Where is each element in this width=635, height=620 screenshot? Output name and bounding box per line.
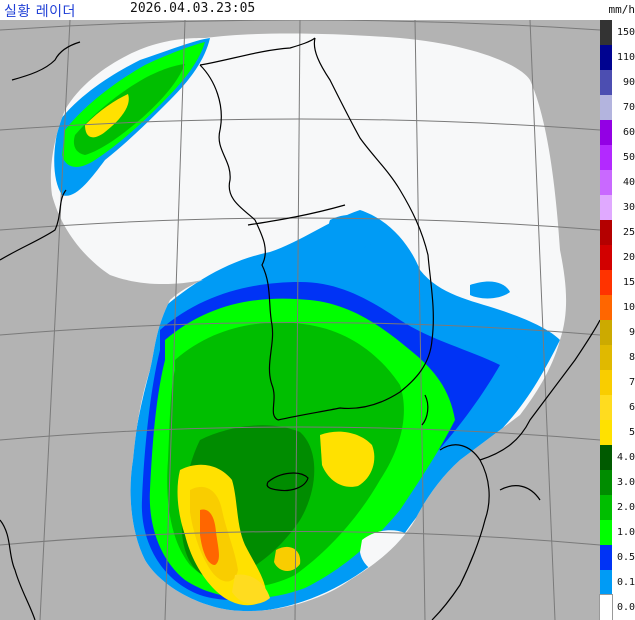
legend-label: 150: [616, 26, 635, 38]
legend-swatch: [600, 145, 612, 170]
legend-label: 20: [622, 251, 635, 263]
legend-swatch: [600, 495, 612, 520]
legend-swatch: [600, 545, 612, 570]
legend-swatch: [600, 170, 612, 195]
legend-label: 40: [622, 176, 635, 188]
legend-unit: mm/h: [608, 3, 635, 16]
radar-map: [0, 20, 600, 620]
legend-swatch: [600, 220, 612, 245]
legend-label: 50: [622, 151, 635, 163]
legend-swatch: [600, 295, 612, 320]
legend-swatch: [600, 20, 612, 45]
coastlines: [0, 37, 600, 620]
legend-label: 8: [628, 351, 635, 363]
legend-label: 0.1: [616, 576, 635, 588]
legend-label: 1.0: [616, 526, 635, 538]
legend-label: 30: [622, 201, 635, 213]
legend-swatch: [600, 320, 612, 345]
rain-rate-legend: 150 110 90 70 60 50 40 30 25 20 15 10 9 8 7 6 5 4.0 3.0 2.0…: [599, 20, 635, 620]
legend-swatch: [600, 245, 612, 270]
header-bar: 실황 레이더 2026.04.03.23:05: [0, 0, 600, 20]
legend-swatch: [600, 520, 612, 545]
legend-swatch: [600, 445, 612, 470]
legend-swatch: [600, 420, 612, 445]
legend-label: 4.0: [616, 451, 635, 463]
legend-swatch: [600, 395, 612, 420]
radar-title: 실황 레이더: [4, 4, 76, 20]
legend-swatch: [600, 470, 612, 495]
legend-swatch: [600, 70, 612, 95]
observation-time: 2026.04.03.23:05: [130, 1, 256, 16]
legend-label: 60: [622, 126, 635, 138]
legend-swatch: [600, 195, 612, 220]
legend-label: 5: [628, 426, 635, 438]
precipitation-echoes: [54, 38, 560, 612]
legend-swatch: [599, 594, 613, 620]
legend-label: 70: [622, 101, 635, 113]
legend-swatch: [600, 570, 612, 595]
legend-label: 0.0: [616, 601, 635, 613]
legend-swatch: [600, 45, 612, 70]
legend-label: 6: [628, 401, 635, 413]
graticule: [0, 20, 600, 620]
legend-label: 110: [616, 51, 635, 63]
legend-swatch: [600, 120, 612, 145]
legend-swatch: [600, 345, 612, 370]
legend-label: 25: [622, 226, 635, 238]
legend-label: 0.5: [616, 551, 635, 563]
legend-swatch: [600, 270, 612, 295]
legend-label: 3.0: [616, 476, 635, 488]
legend-swatch: [600, 370, 612, 395]
legend-label: 7: [628, 376, 635, 388]
legend-label: 90: [622, 76, 635, 88]
legend-label: 15: [622, 276, 635, 288]
legend-label: 2.0: [616, 501, 635, 513]
legend-label: 10: [622, 301, 635, 313]
legend-label: 9: [628, 326, 635, 338]
legend-swatch: [600, 95, 612, 120]
